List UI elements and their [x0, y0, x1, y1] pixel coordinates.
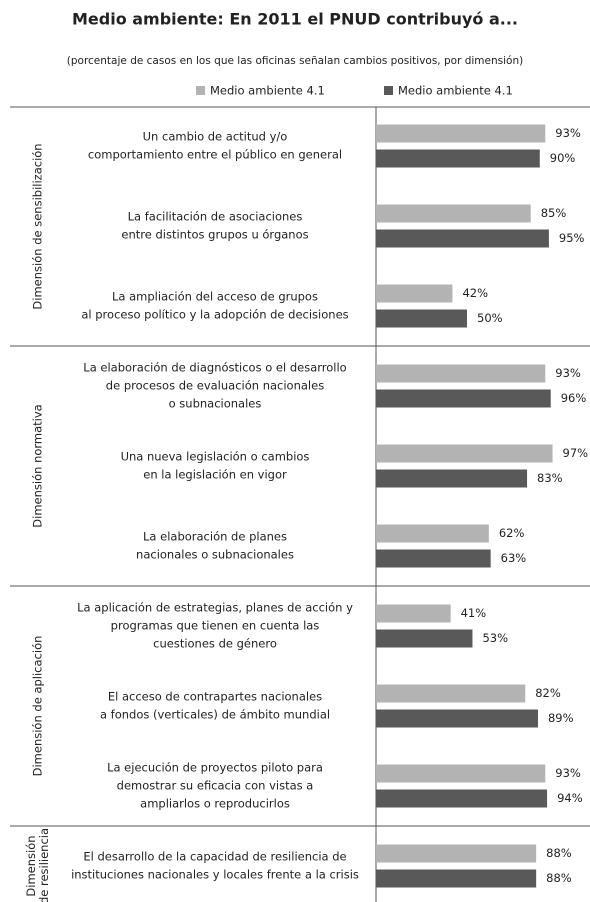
bar	[376, 309, 467, 328]
category-label: de procesos de evaluación nacionales	[106, 379, 324, 393]
value-label: 93%	[555, 766, 581, 780]
value-label: 95%	[559, 231, 585, 245]
category-label: El acceso de contrapartes nacionales	[108, 690, 322, 704]
category-label: ampliarlos o reproducirlos	[140, 797, 290, 811]
bar	[376, 204, 531, 223]
category-label: La ejecución de proyectos piloto para	[107, 761, 323, 775]
bar	[376, 684, 526, 703]
legend-swatch	[196, 86, 205, 95]
value-label: 63%	[501, 551, 527, 565]
chart-subtitle: (porcentaje de casos en los que las ofic…	[67, 55, 523, 67]
bar	[376, 629, 473, 648]
value-label: 93%	[555, 126, 581, 140]
value-label: 82%	[535, 686, 561, 700]
bar	[376, 149, 540, 168]
value-label: 96%	[561, 391, 587, 405]
category-label: La elaboración de diagnósticos o el desa…	[83, 361, 346, 375]
group-label: Dimensión de aplicación	[31, 636, 45, 777]
bar	[376, 844, 537, 863]
category-label: La elaboración de planes	[143, 530, 287, 544]
value-label: 53%	[482, 631, 508, 645]
category-label: La facilitación de asociaciones	[128, 210, 303, 224]
group-label: Dimensión	[24, 835, 38, 896]
legend-label: Medio ambiente 4.1	[210, 84, 325, 98]
bar	[376, 469, 528, 488]
legend-swatch	[384, 86, 393, 95]
chart-title: Medio ambiente: En 2011 el PNUD contribu…	[72, 10, 518, 29]
category-label: instituciones nacionales y locales frent…	[71, 868, 359, 882]
category-label: Una nueva legislación o cambios	[121, 450, 310, 464]
value-label: 88%	[546, 846, 572, 860]
category-label: o subnacionales	[169, 397, 262, 411]
group-label: Dimensión normativa	[31, 404, 45, 527]
bar	[376, 284, 453, 303]
bar	[376, 229, 549, 248]
group-label: de resiliencia	[37, 828, 51, 902]
value-label: 62%	[499, 526, 525, 540]
category-label: al proceso político y la adopción de dec…	[81, 308, 348, 322]
bar	[376, 709, 538, 728]
bar	[376, 549, 491, 568]
value-label: 41%	[461, 606, 487, 620]
bar	[376, 764, 546, 783]
bar	[376, 124, 546, 143]
value-label: 90%	[550, 151, 576, 165]
value-label: 89%	[548, 711, 574, 725]
category-label: en la legislación en vigor	[143, 468, 287, 482]
category-label: entre distintos grupos u órganos	[121, 228, 308, 242]
bar	[376, 604, 451, 623]
category-label: nacionales o subnacionales	[136, 548, 294, 562]
bar	[376, 364, 546, 383]
bar	[376, 444, 553, 463]
category-label: Un cambio de actitud y/o	[143, 130, 288, 144]
category-label: demostrar su eficacia con vistas a	[117, 779, 314, 793]
category-label: El desarrollo de la capacidad de resilie…	[83, 850, 346, 864]
value-label: 93%	[555, 366, 581, 380]
bar	[376, 389, 551, 408]
category-label: programas que tienen en cuenta las	[111, 619, 320, 633]
value-label: 42%	[462, 286, 488, 300]
value-label: 83%	[537, 471, 563, 485]
value-label: 94%	[557, 791, 583, 805]
bar	[376, 789, 548, 808]
value-label: 50%	[477, 311, 503, 325]
category-label: cuestiones de género	[153, 637, 277, 651]
value-label: 97%	[563, 446, 589, 460]
value-label: 85%	[541, 206, 567, 220]
bar	[376, 524, 489, 543]
category-label: a fondos (verticales) de ámbito mundial	[100, 708, 330, 722]
category-label: comportamiento entre el público en gener…	[88, 148, 342, 162]
category-label: La aplicación de estrategias, planes de …	[77, 601, 353, 615]
category-label: La ampliación del acceso de grupos	[112, 290, 318, 304]
value-label: 88%	[546, 871, 572, 885]
group-label: Dimensión de sensibilización	[31, 143, 45, 309]
bar	[376, 869, 537, 888]
legend-label: Medio ambiente 4.1	[398, 84, 513, 98]
